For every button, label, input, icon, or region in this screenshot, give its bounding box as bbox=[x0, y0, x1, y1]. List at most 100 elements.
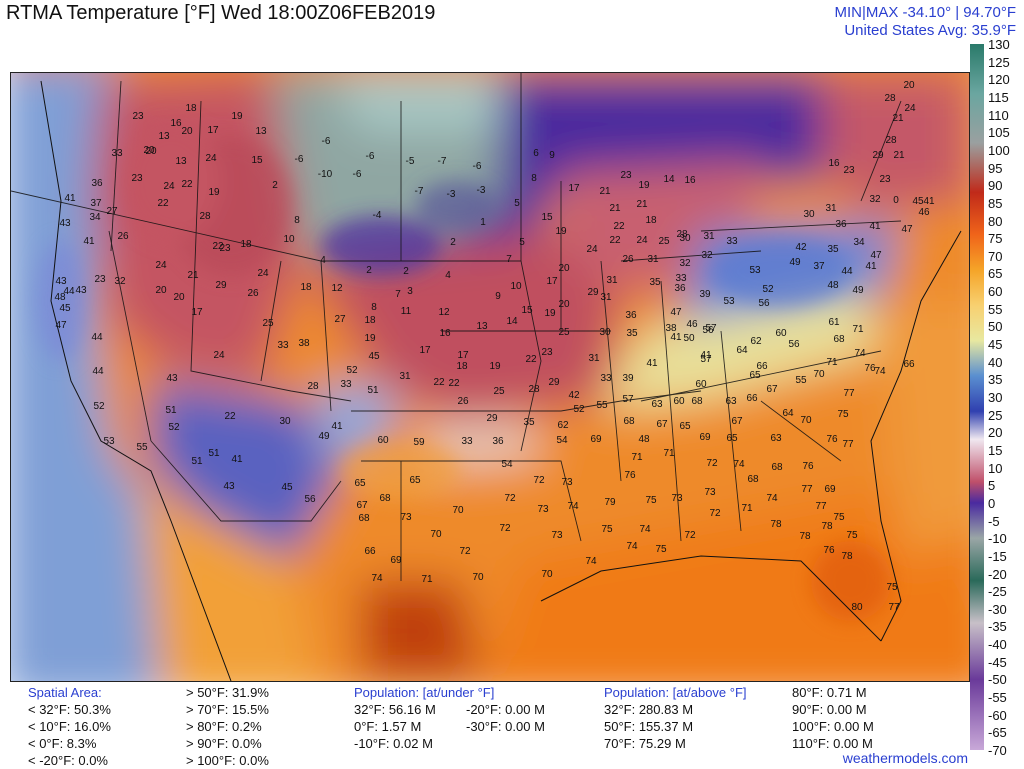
temperature-value: 9 bbox=[549, 150, 555, 161]
temperature-value: 39 bbox=[622, 373, 634, 384]
colorbar-label: 75 bbox=[988, 231, 1003, 246]
map-title: RTMA Temperature [°F] Wed 18:00Z06FEB201… bbox=[6, 2, 436, 24]
temperature-value: 72 bbox=[533, 475, 545, 486]
temperature-value: 44 bbox=[91, 332, 103, 343]
colorbar-label: 60 bbox=[988, 284, 1003, 299]
temperature-value: 57 bbox=[700, 354, 712, 365]
temperature-value: 52 bbox=[346, 365, 358, 376]
temperature-field-detail bbox=[36, 121, 891, 621]
temperature-value: 29 bbox=[587, 287, 599, 298]
temperature-value: 23 bbox=[219, 243, 231, 254]
temperature-value: 80 bbox=[851, 602, 863, 613]
temperature-value: 16 bbox=[170, 118, 182, 129]
spatial-right-1: > 70°F: 15.5% bbox=[186, 702, 269, 717]
temperature-value: 41 bbox=[331, 421, 343, 432]
temperature-value: 50 bbox=[683, 333, 695, 344]
temperature-value: 56 bbox=[788, 339, 800, 350]
temperature-value: 49 bbox=[852, 285, 864, 296]
temperature-value: 75 bbox=[655, 544, 667, 555]
colorbar-label: -60 bbox=[988, 708, 1007, 723]
temperature-value: 56 bbox=[758, 298, 770, 309]
temperature-value: 15 bbox=[521, 305, 533, 316]
temperature-value: 22 bbox=[609, 235, 621, 246]
temperature-value: 60 bbox=[673, 396, 685, 407]
temperature-value: 32 bbox=[679, 258, 691, 269]
temperature-value: 31 bbox=[703, 231, 715, 242]
temperature-value: 63 bbox=[770, 433, 782, 444]
temperature-value: 8 bbox=[294, 215, 300, 226]
temperature-value: 70 bbox=[800, 415, 812, 426]
temperature-value: 28 bbox=[199, 211, 211, 222]
temperature-value: 20 bbox=[181, 126, 193, 137]
temperature-value: 69 bbox=[390, 555, 402, 566]
temperature-value: 33 bbox=[726, 236, 738, 247]
colorbar-label: -15 bbox=[988, 549, 1007, 564]
colorbar-svg bbox=[970, 44, 984, 750]
temperature-value: 67 bbox=[656, 419, 668, 430]
temperature-value: 57 bbox=[705, 323, 717, 334]
temperature-value: 20 bbox=[558, 299, 570, 310]
temperature-value: -6 bbox=[322, 136, 331, 147]
temperature-value: 16 bbox=[684, 175, 696, 186]
temperature-value: 66 bbox=[756, 361, 768, 372]
pop-under-left-2: -10°F: 0.02 M bbox=[354, 736, 433, 751]
colorbar-label: 0 bbox=[988, 496, 996, 511]
pop-above-right-0: 80°F: 0.71 M bbox=[792, 685, 867, 700]
temperature-value: 35 bbox=[523, 417, 535, 428]
temperature-value: 41 bbox=[83, 236, 95, 247]
site-credit[interactable]: weathermodels.com bbox=[842, 750, 968, 766]
temperature-value: 66 bbox=[903, 359, 915, 370]
temperature-value: 70 bbox=[813, 369, 825, 380]
temperature-value: 15 bbox=[251, 155, 263, 166]
temperature-value: 41 bbox=[670, 332, 682, 343]
temperature-value: 45 bbox=[912, 196, 924, 207]
temperature-value: 13 bbox=[175, 156, 187, 167]
spatial-right-0: > 50°F: 31.9% bbox=[186, 685, 269, 700]
temperature-value: 56 bbox=[304, 494, 316, 505]
temperature-value: 76 bbox=[823, 545, 835, 556]
temperature-value: 68 bbox=[691, 396, 703, 407]
temperature-value: 67 bbox=[356, 500, 368, 511]
temperature-value: 36 bbox=[625, 310, 637, 321]
minmax-values: MIN|MAX -34.10° | 94.70°F bbox=[834, 4, 1016, 21]
temperature-value: 75 bbox=[846, 530, 858, 541]
temperature-value: 71 bbox=[852, 324, 864, 335]
temperature-value: 18 bbox=[645, 215, 657, 226]
temperature-value: 72 bbox=[709, 508, 721, 519]
pop-above-right-3: 110°F: 0.00 M bbox=[792, 736, 873, 751]
pop-above-left-0: 32°F: 280.83 M bbox=[604, 702, 694, 717]
temperature-value: 7 bbox=[395, 289, 401, 300]
temperature-value: 3 bbox=[407, 286, 413, 297]
temperature-value: 68 bbox=[771, 462, 783, 473]
state-boundaries bbox=[11, 73, 902, 581]
temperature-value: 19 bbox=[231, 111, 243, 122]
population-under-right: -20°F: 0.00 M -30°F: 0.00 M bbox=[466, 701, 545, 735]
temperature-value: 17 bbox=[419, 345, 431, 356]
temperature-value: 31 bbox=[600, 292, 612, 303]
temperature-value: 74 bbox=[766, 493, 778, 504]
temperature-value: 7 bbox=[506, 254, 512, 265]
temperature-value: 10 bbox=[510, 281, 522, 292]
spatial-area-right: > 50°F: 31.9% > 70°F: 15.5% > 80°F: 0.2%… bbox=[186, 684, 269, 769]
temperature-value: 66 bbox=[746, 393, 758, 404]
temperature-value: 24 bbox=[586, 244, 598, 255]
temperature-value: 23 bbox=[843, 165, 855, 176]
temperature-value: 19 bbox=[208, 187, 220, 198]
temperature-value: 63 bbox=[651, 399, 663, 410]
temperature-value: 44 bbox=[92, 366, 104, 377]
temperature-value: 77 bbox=[815, 501, 827, 512]
temperature-value: 41 bbox=[646, 358, 658, 369]
temperature-map[interactable]: 18 13 16 20 17 19 13 33 20 13 24 15 36 23 24 22 19 22 28 2-… bbox=[10, 72, 970, 682]
temperature-value: 18 bbox=[185, 103, 197, 114]
temperature-value: 23 bbox=[131, 173, 143, 184]
temperature-value: 75 bbox=[837, 409, 849, 420]
temperature-value: -3 bbox=[477, 185, 486, 196]
temperature-value: 49 bbox=[318, 431, 330, 442]
pop-under-left-1: 0°F: 1.57 M bbox=[354, 719, 422, 734]
temperature-value: 41 bbox=[231, 454, 243, 465]
temperature-value: 72 bbox=[706, 458, 718, 469]
temperature-value: 74 bbox=[585, 556, 597, 567]
temperature-value: 74 bbox=[639, 524, 651, 535]
colorbar-label: 105 bbox=[988, 125, 1010, 140]
